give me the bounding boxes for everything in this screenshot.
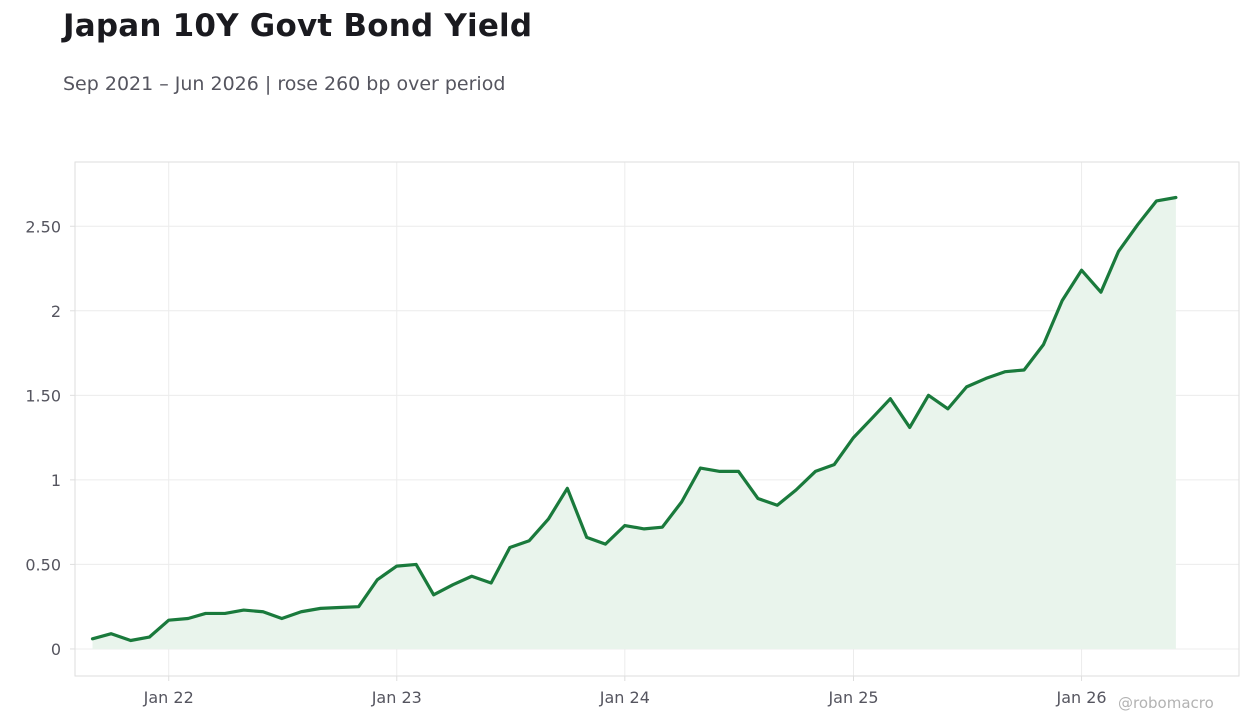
x-axis-ticks: Jan 22 Jan 23 Jan 24 Jan 25 Jan 26: [143, 676, 1107, 707]
x-tick-label: Jan 24: [599, 688, 650, 707]
y-tick-label: 2.50: [25, 217, 61, 236]
y-axis-ticks: 0 0.50 1 1.50 2 2.50: [25, 217, 75, 659]
series-line: [90, 195, 1178, 643]
y-tick-label: 1: [51, 471, 61, 490]
chart-subtitle: Sep 2021 – Jun 2026 | rose 260 bp over p…: [63, 73, 506, 95]
y-tick-label: 0: [51, 640, 61, 659]
x-tick-label: Jan 26: [1055, 688, 1106, 707]
plot-frame: [74, 161, 1240, 677]
x-tick-label: Jan 25: [827, 688, 878, 707]
y-tick-label: 2: [51, 302, 61, 321]
y-tick-label: 0.50: [25, 555, 61, 574]
x-tick-label: Jan 23: [371, 688, 422, 707]
y-tick-label: 1.50: [25, 386, 61, 405]
watermark: @robomacro: [1118, 694, 1214, 712]
series-line-group: [90, 195, 1178, 643]
x-tick-label: Jan 22: [143, 688, 194, 707]
series-area-fill: [92, 197, 1176, 649]
series-area: [92, 197, 1176, 649]
chart-title: Japan 10Y Govt Bond Yield: [63, 8, 533, 44]
